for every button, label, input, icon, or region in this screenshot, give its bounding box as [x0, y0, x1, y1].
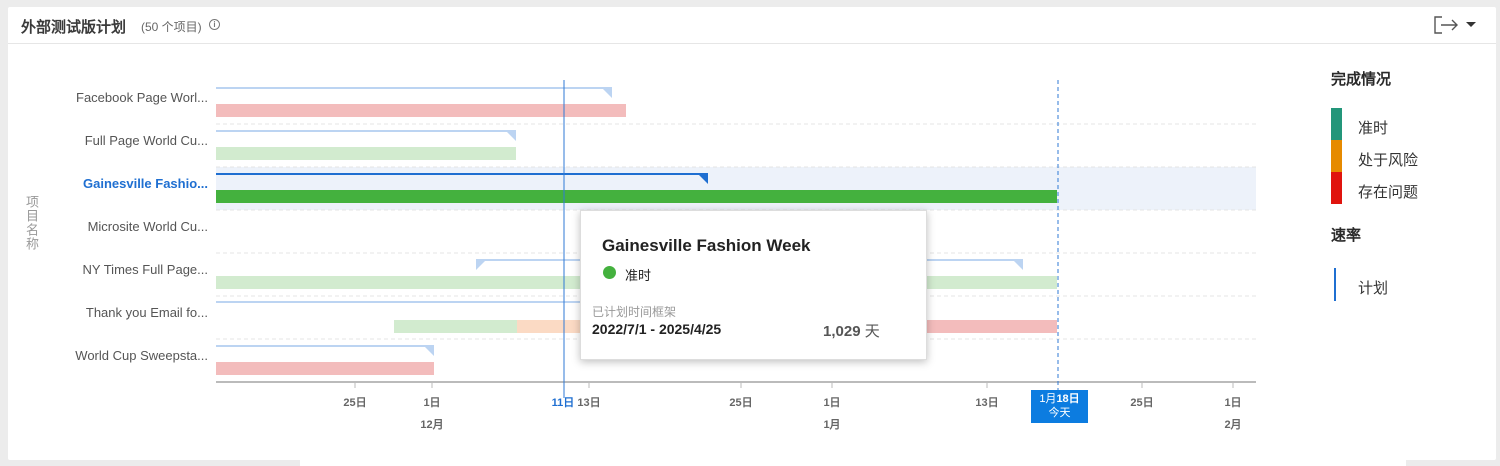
export-button[interactable]: [1431, 13, 1461, 37]
chevron-down-button[interactable]: [1463, 16, 1479, 32]
tick-label: 1日: [423, 397, 441, 409]
row-label[interactable]: Microsite World Cu...: [87, 219, 208, 234]
legend-swatch: [1331, 172, 1342, 204]
row-label[interactable]: Gainesville Fashio...: [83, 176, 208, 191]
today-marker: 1月18日 今天: [1031, 390, 1088, 423]
panel-bottom-edge: [300, 460, 1406, 466]
month-label: 2月: [1224, 419, 1242, 431]
tick-label: 13日: [577, 397, 601, 409]
progress-bar: [216, 104, 626, 117]
progress-bar: [926, 320, 1057, 333]
panel-title: 外部测试版计划: [21, 19, 127, 36]
tick-label: 13日: [975, 397, 999, 409]
today-date-prefix: 1月: [1039, 393, 1057, 405]
tick-label: 25日: [1130, 397, 1154, 409]
project-tooltip: Gainesville Fashion Week 准时 已计划时间框架 2022…: [580, 210, 927, 360]
tick-label: 25日: [729, 397, 753, 409]
progress-bar: [216, 147, 516, 160]
tick-label: 1日: [1224, 397, 1242, 409]
tick-label: 25日: [343, 397, 367, 409]
tick-label: 1日: [823, 397, 841, 409]
chevron-down-icon: [1466, 22, 1476, 27]
tooltip-title: Gainesville Fashion Week: [602, 236, 811, 255]
row-label[interactable]: Thank you Email fo...: [85, 305, 208, 320]
progress-bar: [517, 320, 580, 333]
today-date-bold: 18日: [1056, 393, 1080, 405]
plan-line-icon: [1334, 268, 1336, 301]
tooltip-date-range: 2022/7/1 - 2025/4/25: [592, 321, 722, 337]
today-label: 今天: [1048, 407, 1071, 419]
legend-item-label[interactable]: 处于风险: [1358, 152, 1419, 169]
legend-swatch: [1331, 140, 1342, 172]
y-axis-title: 项目名称: [24, 195, 39, 251]
tooltip-timeframe-label: 已计划时间框架: [592, 305, 677, 319]
plan-end-flag: [424, 346, 434, 356]
tooltip-days-number: 1,029: [823, 323, 861, 340]
month-label: 12月: [420, 419, 444, 431]
plan-start-flag: [476, 260, 486, 270]
legend-plan-label[interactable]: 计划: [1358, 280, 1389, 297]
progress-bar: [216, 190, 1057, 203]
legend-item-label[interactable]: 存在问题: [1358, 184, 1419, 201]
progress-bar: [216, 362, 434, 375]
legend-completion-title: 完成情况: [1331, 71, 1392, 88]
plan-end-flag: [602, 88, 612, 98]
info-icon[interactable]: i: [209, 19, 220, 30]
row-label[interactable]: Full Page World Cu...: [84, 133, 208, 148]
progress-bar: [394, 320, 517, 333]
row-label[interactable]: Facebook Page Worl...: [76, 90, 208, 105]
plan-end-flag: [506, 131, 516, 141]
plan-end-flag: [1013, 260, 1023, 270]
tooltip-days-unit: 天: [864, 323, 880, 340]
panel-header: 外部测试版计划 (50 个项目) i: [8, 7, 1496, 44]
legend-rate-title: 速率: [1331, 227, 1362, 244]
export-icon: [1434, 16, 1458, 34]
legend-item-label[interactable]: 准时: [1358, 120, 1389, 137]
tick-label: 11日: [551, 397, 575, 409]
legend-swatch: [1331, 108, 1342, 140]
status-dot-icon: [603, 266, 616, 279]
tooltip-status: 准时: [625, 268, 652, 283]
tooltip-duration: 1,029 天: [823, 320, 880, 341]
item-count: (50 个项目): [141, 20, 202, 34]
plan-end-flag: [698, 174, 708, 184]
row-label[interactable]: NY Times Full Page...: [82, 262, 208, 277]
month-label: 1月: [823, 419, 841, 431]
row-label[interactable]: World Cup Sweepsta...: [75, 348, 208, 363]
